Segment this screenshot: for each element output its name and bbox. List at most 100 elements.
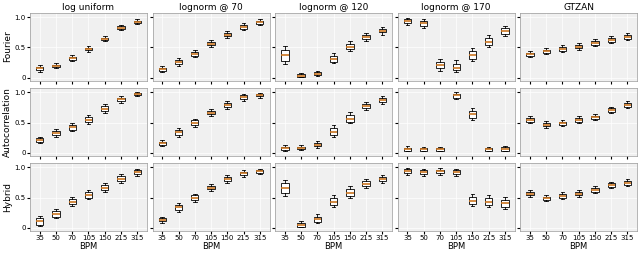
PathPatch shape <box>436 148 444 151</box>
PathPatch shape <box>501 200 509 207</box>
PathPatch shape <box>175 130 182 135</box>
X-axis label: BPM: BPM <box>202 242 220 251</box>
PathPatch shape <box>607 108 615 112</box>
PathPatch shape <box>159 142 166 145</box>
PathPatch shape <box>207 42 214 45</box>
PathPatch shape <box>191 195 198 200</box>
PathPatch shape <box>159 218 166 221</box>
PathPatch shape <box>134 170 141 174</box>
PathPatch shape <box>101 38 108 40</box>
PathPatch shape <box>526 192 534 195</box>
PathPatch shape <box>575 118 582 122</box>
PathPatch shape <box>591 188 598 192</box>
PathPatch shape <box>591 116 598 119</box>
PathPatch shape <box>281 50 289 61</box>
PathPatch shape <box>543 50 550 53</box>
PathPatch shape <box>256 170 264 172</box>
PathPatch shape <box>134 93 141 95</box>
PathPatch shape <box>240 25 247 28</box>
PathPatch shape <box>52 131 60 135</box>
PathPatch shape <box>379 98 386 102</box>
PathPatch shape <box>436 62 444 68</box>
PathPatch shape <box>468 51 476 59</box>
PathPatch shape <box>485 198 492 205</box>
PathPatch shape <box>624 35 631 39</box>
PathPatch shape <box>543 123 550 126</box>
PathPatch shape <box>223 177 231 181</box>
PathPatch shape <box>420 21 428 26</box>
PathPatch shape <box>559 47 566 51</box>
PathPatch shape <box>591 41 598 45</box>
X-axis label: BPM: BPM <box>79 242 97 251</box>
PathPatch shape <box>85 117 92 122</box>
PathPatch shape <box>68 199 76 204</box>
PathPatch shape <box>330 56 337 62</box>
PathPatch shape <box>240 96 247 99</box>
PathPatch shape <box>607 38 615 42</box>
PathPatch shape <box>468 111 476 118</box>
PathPatch shape <box>207 186 214 189</box>
PathPatch shape <box>501 28 509 34</box>
PathPatch shape <box>420 148 428 151</box>
PathPatch shape <box>468 197 476 204</box>
PathPatch shape <box>485 38 492 45</box>
X-axis label: BPM: BPM <box>447 242 465 251</box>
PathPatch shape <box>559 122 566 125</box>
PathPatch shape <box>134 21 141 23</box>
PathPatch shape <box>117 98 125 101</box>
PathPatch shape <box>240 172 247 175</box>
PathPatch shape <box>207 111 214 114</box>
Title: GTZAN: GTZAN <box>563 3 594 12</box>
PathPatch shape <box>159 68 166 71</box>
X-axis label: BPM: BPM <box>570 242 588 251</box>
PathPatch shape <box>256 21 264 24</box>
PathPatch shape <box>298 74 305 77</box>
PathPatch shape <box>346 44 353 49</box>
PathPatch shape <box>191 120 198 125</box>
PathPatch shape <box>485 148 492 151</box>
PathPatch shape <box>379 29 386 33</box>
PathPatch shape <box>452 64 460 70</box>
X-axis label: BPM: BPM <box>324 242 343 251</box>
Y-axis label: Hybrid: Hybrid <box>3 182 12 212</box>
PathPatch shape <box>68 125 76 130</box>
PathPatch shape <box>575 192 582 195</box>
PathPatch shape <box>575 45 582 49</box>
PathPatch shape <box>362 35 370 39</box>
PathPatch shape <box>281 183 289 193</box>
PathPatch shape <box>223 103 231 107</box>
Title: lognorm @ 120: lognorm @ 120 <box>299 3 368 12</box>
Title: log uniform: log uniform <box>63 3 115 12</box>
PathPatch shape <box>175 60 182 64</box>
PathPatch shape <box>223 33 231 36</box>
PathPatch shape <box>452 93 460 98</box>
PathPatch shape <box>607 183 615 187</box>
PathPatch shape <box>452 170 460 174</box>
PathPatch shape <box>298 223 305 227</box>
Y-axis label: Fourier: Fourier <box>3 31 12 62</box>
PathPatch shape <box>85 193 92 198</box>
PathPatch shape <box>117 26 125 29</box>
PathPatch shape <box>420 170 428 174</box>
PathPatch shape <box>526 53 534 56</box>
PathPatch shape <box>330 128 337 135</box>
PathPatch shape <box>362 181 370 186</box>
PathPatch shape <box>404 169 411 173</box>
PathPatch shape <box>85 48 92 50</box>
PathPatch shape <box>36 218 44 225</box>
PathPatch shape <box>52 65 60 67</box>
PathPatch shape <box>501 147 509 151</box>
PathPatch shape <box>379 177 386 181</box>
Title: lognorm @ 70: lognorm @ 70 <box>179 3 243 12</box>
PathPatch shape <box>330 198 337 205</box>
PathPatch shape <box>624 103 631 106</box>
PathPatch shape <box>346 189 353 196</box>
PathPatch shape <box>36 67 44 70</box>
PathPatch shape <box>404 148 411 151</box>
Title: lognorm @ 170: lognorm @ 170 <box>421 3 491 12</box>
PathPatch shape <box>101 106 108 111</box>
PathPatch shape <box>298 147 305 149</box>
PathPatch shape <box>256 94 264 96</box>
PathPatch shape <box>117 176 125 181</box>
PathPatch shape <box>362 104 370 108</box>
